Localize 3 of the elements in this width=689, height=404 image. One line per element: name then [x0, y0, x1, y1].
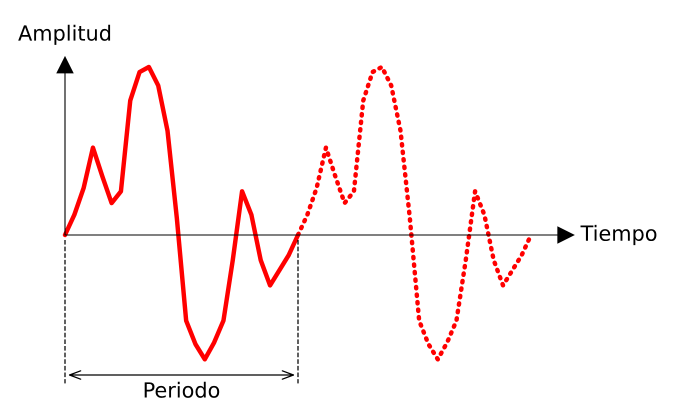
y-axis-title: Amplitud [18, 24, 110, 45]
x-axis-title: Tiempo [580, 224, 656, 246]
text: Periodo [144, 382, 220, 398]
